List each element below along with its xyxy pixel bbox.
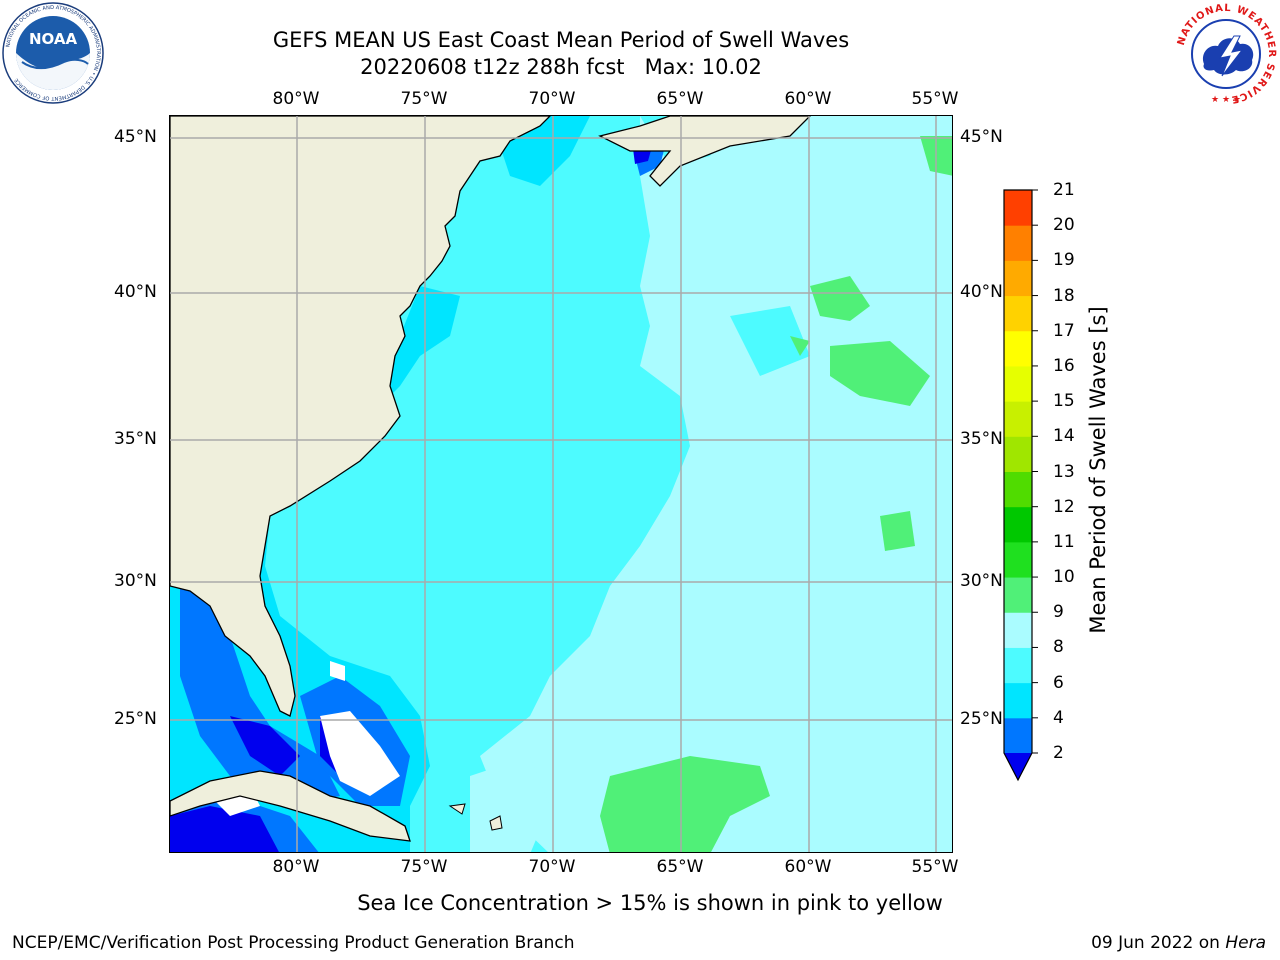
colorbar-tick-label: 20 [1053,215,1075,236]
noaa-logo-icon: NOAA NATIONAL OCEANIC AND ATMOSPHERIC AD… [2,2,104,104]
land-nova-scotia [598,116,811,187]
no-data-mask [320,711,400,796]
no-data-mask [330,661,345,681]
lat-label-right: 25°N [960,709,1003,729]
swell-period-under-2 [230,716,300,776]
swell-period-6-8 [730,306,810,376]
colorbar [1003,189,1038,782]
colorbar-band [1004,682,1032,719]
colorbar-under-triangle [1004,753,1032,780]
colorbar-tick-label: 9 [1053,602,1064,623]
colorbar-tick-label: 12 [1053,496,1075,517]
footer-host: Hera [1225,933,1266,953]
colorbar-tick-label: 14 [1053,426,1075,447]
lat-label-left: 35°N [114,429,157,449]
lat-label-left: 25°N [114,709,157,729]
colorbar-band [1004,541,1032,578]
footer-date: 09 Jun 2022 on Hera [1091,932,1266,954]
lat-label-right: 45°N [960,127,1003,147]
colorbar-tick-label: 21 [1053,180,1075,200]
colorbar-tick-label: 19 [1053,250,1075,271]
svg-text:★ ★ ★: ★ ★ ★ [1211,95,1241,105]
lon-label-top: 65°W [656,89,704,109]
lat-label-left: 45°N [114,127,157,147]
colorbar-band [1004,190,1032,226]
sea-ice-note: Sea Ice Concentration > 15% is shown in … [357,891,943,915]
colorbar-outline [1003,189,1033,782]
lat-label-left: 40°N [114,282,157,302]
colorbar-band [1004,295,1032,332]
land-island [489,815,503,831]
colorbar-band [1004,225,1032,261]
colorbar-tick-label: 11 [1053,531,1075,552]
colorbar-tick-label: 2 [1053,743,1064,763]
colorbar-tick-label: 16 [1053,355,1075,376]
colorbar-band [1004,260,1032,297]
swell-period-9-10 [810,276,870,321]
lat-label-left: 30°N [114,571,157,591]
lat-label-right: 35°N [960,429,1003,449]
swell-period-9-10 [880,511,915,551]
swell-period-9-10 [830,341,930,406]
lon-label-top: 55°W [911,89,959,109]
colorbar-band [1004,436,1032,472]
lon-label-bottom: 55°W [911,857,959,877]
nws-logo-icon: NATIONAL WEATHER SERVICE ★ ★ ★ [1175,3,1277,105]
swell-period-9-10 [600,756,770,852]
colorbar-band [1004,330,1032,367]
colorbar-tick-label: 8 [1053,637,1064,658]
colorbar-tick-label: 15 [1053,391,1075,412]
lat-label-right: 40°N [960,282,1003,302]
lat-label-right: 30°N [960,571,1003,591]
colorbar-tick-label: 13 [1053,461,1075,482]
swell-period-2-4 [180,586,340,806]
map-canvas [170,116,952,852]
colorbar-band [1004,506,1032,543]
colorbar-band [1004,612,1032,648]
colorbar-tick-label: 10 [1053,567,1075,588]
colorbar-label: Mean Period of Swell Waves [s] [1086,306,1110,634]
lon-label-bottom: 75°W [400,857,448,877]
swell-period-8-9 [470,756,550,852]
colorbar-tick-label: 18 [1053,285,1075,306]
land-us-east-coast [170,116,551,717]
colorbar-band [1004,365,1032,402]
swell-period-under-2 [170,806,279,852]
land-cuba [170,770,411,842]
lon-label-top: 60°W [784,89,832,109]
lon-label-top: 70°W [528,89,576,109]
colorbar-tick-label: 17 [1053,320,1075,341]
map-subtitle: 20220608 t12z 288h fcst Max: 10.02 [360,55,762,79]
lon-label-top: 75°W [400,89,448,109]
colorbar-band [1004,577,1032,613]
colorbar-tick-label: 4 [1053,707,1064,728]
lon-label-bottom: 70°W [528,857,576,877]
lon-label-bottom: 80°W [272,857,320,877]
map-plot-area [169,115,953,853]
colorbar-tick-label: 6 [1053,672,1064,693]
swell-period-9-10 [790,336,810,356]
lon-label-bottom: 60°W [784,857,832,877]
map-title: GEFS MEAN US East Coast Mean Period of S… [272,28,850,52]
colorbar-band [1004,647,1032,684]
lon-label-top: 80°W [272,89,320,109]
lon-label-bottom: 65°W [656,857,704,877]
colorbar-band [1004,471,1032,508]
colorbar-band [1004,401,1032,437]
footer-date-text: 09 Jun 2022 on [1091,933,1226,953]
land-island [448,803,466,815]
colorbar-band [1004,717,1032,754]
noaa-logo-text: NOAA [29,30,78,48]
graticule [170,116,952,852]
footer-credit: NCEP/EMC/Verification Post Processing Pr… [12,933,575,953]
